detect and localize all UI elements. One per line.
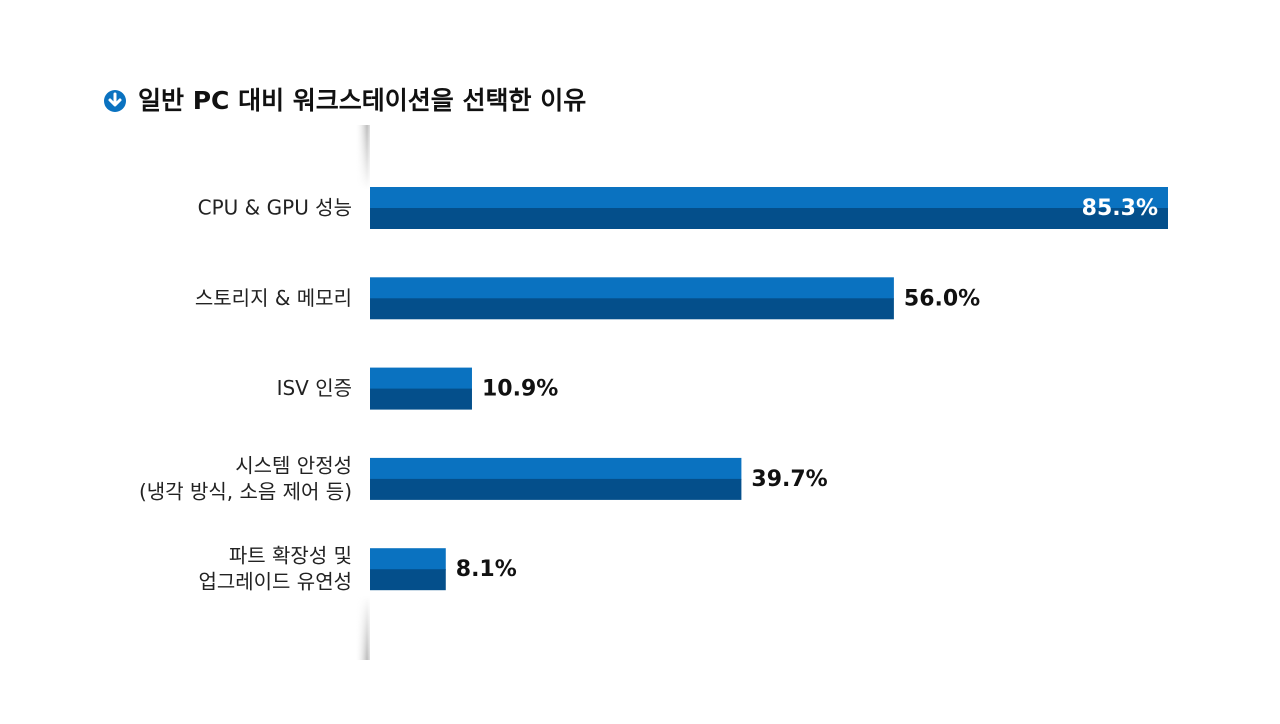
chart-title: 일반 PC 대비 워크스테이션을 선택한 이유: [138, 86, 586, 115]
value-label: 56.0%: [904, 286, 980, 311]
title-icon: [104, 90, 126, 112]
bar: [370, 277, 894, 320]
category-label: 시스템 안정성: [235, 453, 352, 477]
bar: [370, 548, 446, 591]
category-label: CPU & GPU 성능: [198, 196, 352, 220]
value-label: 8.1%: [456, 557, 517, 582]
bar: [370, 457, 742, 500]
bar: [370, 187, 1168, 229]
category-label: 업그레이드 유연성: [198, 570, 352, 594]
value-label: 10.9%: [482, 377, 558, 402]
value-label: 39.7%: [751, 467, 827, 492]
category-label: 스토리지 & 메모리: [195, 286, 352, 310]
category-label: (냉각 방식, 소음 제어 등): [139, 479, 352, 503]
category-label: 파트 확장성 및: [229, 544, 352, 568]
value-label: 85.3%: [1082, 196, 1158, 221]
category-label: ISV 인증: [277, 376, 352, 400]
divider-shadow: [355, 125, 370, 660]
bar: [370, 367, 472, 410]
